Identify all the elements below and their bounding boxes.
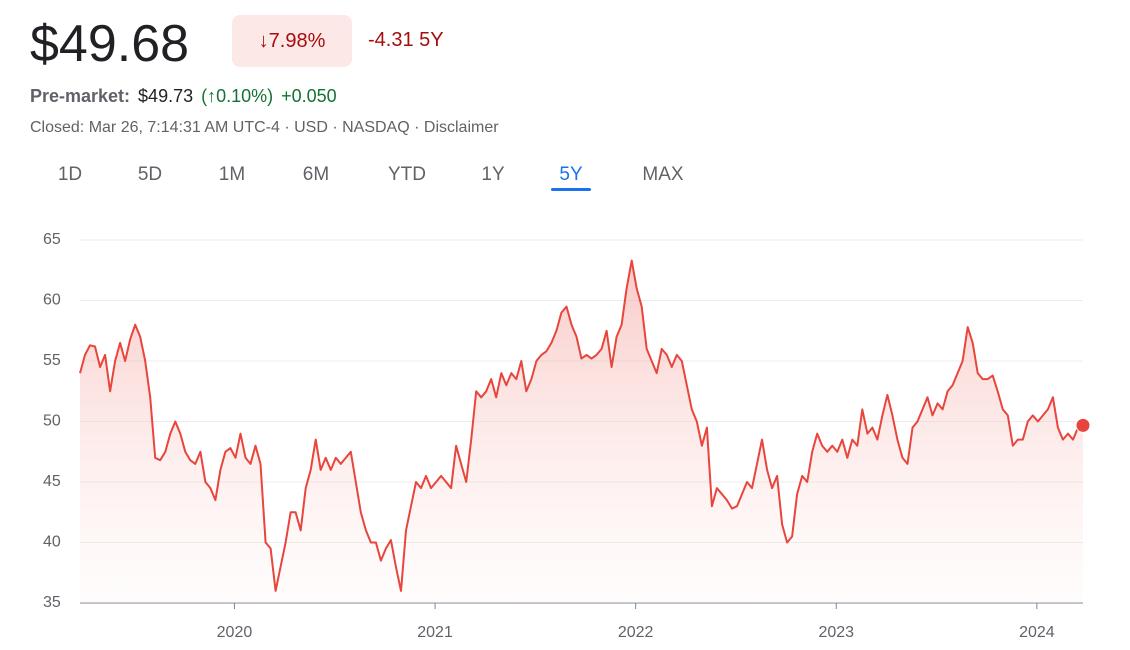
x-tick-label: 2024: [1019, 624, 1055, 641]
premarket-label: Pre-market:: [30, 86, 131, 106]
price-line: [79, 259, 1084, 592]
y-tick-label: 45: [43, 473, 61, 490]
y-tick-label: 50: [43, 413, 61, 430]
status: Closed: Mar 26, 7:14:31 AM UTC-4 · USD ·…: [30, 119, 499, 136]
premarket-change: +0.050: [281, 86, 337, 106]
premarket: Pre-market: $49.73 (↑0.10%) +0.050: [30, 86, 345, 107]
range-tab[interactable]: MAX: [642, 164, 684, 185]
range-tab[interactable]: 1M: [218, 164, 246, 185]
x-tick-label: 2022: [618, 624, 654, 641]
range-tab[interactable]: 5D: [137, 164, 163, 185]
premarket-change-percent: (↑0.10%): [201, 86, 274, 106]
y-tick-label: 55: [43, 352, 61, 369]
y-tick-label: 65: [43, 231, 61, 248]
range-tab[interactable]: 6M: [302, 164, 330, 185]
range-tab[interactable]: 1D: [57, 164, 83, 185]
premarket-price: $49.73: [138, 86, 194, 106]
area: [80, 260, 1083, 603]
range-tab[interactable]: 1Y: [481, 164, 505, 185]
x-tick-label: 2023: [818, 624, 854, 641]
change-badge: ↓7.98%: [232, 15, 352, 67]
x-tick-label: 2021: [417, 624, 453, 641]
change: -4.31 5Y: [368, 29, 444, 51]
end-marker: [1075, 417, 1091, 433]
y-tick-label: 35: [43, 594, 61, 611]
range-tab[interactable]: YTD: [388, 164, 426, 185]
range-tab[interactable]: 5Y: [559, 164, 583, 185]
active-tab-indicator: [551, 188, 591, 191]
y-tick-label: 40: [43, 534, 61, 551]
x-tick-label: 2020: [217, 624, 253, 641]
price: $49.68: [30, 15, 190, 73]
y-tick-label: 60: [43, 292, 61, 309]
